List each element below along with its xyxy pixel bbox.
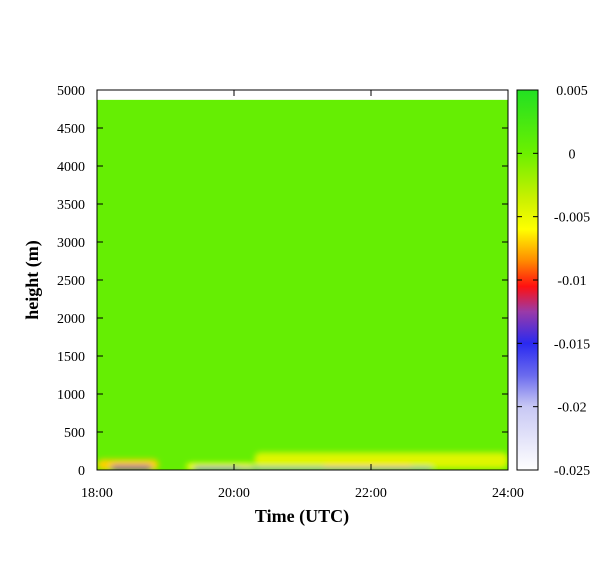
colorbar-ticks: 0.005 0 -0.005 -0.01 -0.015 -0.02 -0.025 [517,84,590,479]
y-tick-label: 3500 [57,198,85,213]
heatmap-feature-3 [192,466,241,470]
colorbar-tick-label: 0 [569,147,576,162]
x-tick-label: 20:00 [218,486,250,501]
y-tick-label: 0 [78,464,85,479]
x-tick-label: 22:00 [355,486,387,501]
x-tick-label: 24:00 [492,486,524,501]
heatmap-near-surface-features [97,452,508,470]
y-axis-ticks: 0 500 1000 1500 2000 2500 3000 3500 4000 4500 5000 [57,84,508,479]
y-axis-title: height (m) [22,240,43,320]
colorbar-tick-label: -0.025 [554,464,590,479]
heatmap-feature-6 [234,467,433,470]
y-tick-label: 1500 [57,350,85,365]
colorbar: 0.005 0 -0.005 -0.01 -0.015 -0.02 -0.025 [516,84,590,479]
y-tick-label: 4000 [57,160,85,175]
heatmap-feature-4 [254,452,508,469]
y-tick-label: 2000 [57,312,85,327]
y-tick-label: 1000 [57,388,85,403]
y-tick-label: 4500 [57,122,85,137]
heatmap-feature-1 [110,465,152,470]
colorbar-tick-label: -0.01 [557,274,586,289]
y-tick-label: 500 [64,426,85,441]
heatmap-field [97,99,508,470]
colorbar-tick-label: -0.005 [554,211,590,226]
colorbar-tick-label: -0.015 [554,337,590,352]
plot-frame [96,89,509,471]
y-tick-label: 2500 [57,274,85,289]
x-tick-label: 18:00 [81,486,113,501]
x-axis-title: Time (UTC) [255,506,349,527]
y-tick-label: 3000 [57,236,85,251]
colorbar-tick-label: 0.005 [556,84,588,99]
y-tick-label: 5000 [57,84,85,99]
x-axis-ticks: 18:00 20:00 22:00 24:00 [81,90,524,501]
plot-area [97,90,508,470]
colorbar-tick-label: -0.02 [557,401,586,416]
